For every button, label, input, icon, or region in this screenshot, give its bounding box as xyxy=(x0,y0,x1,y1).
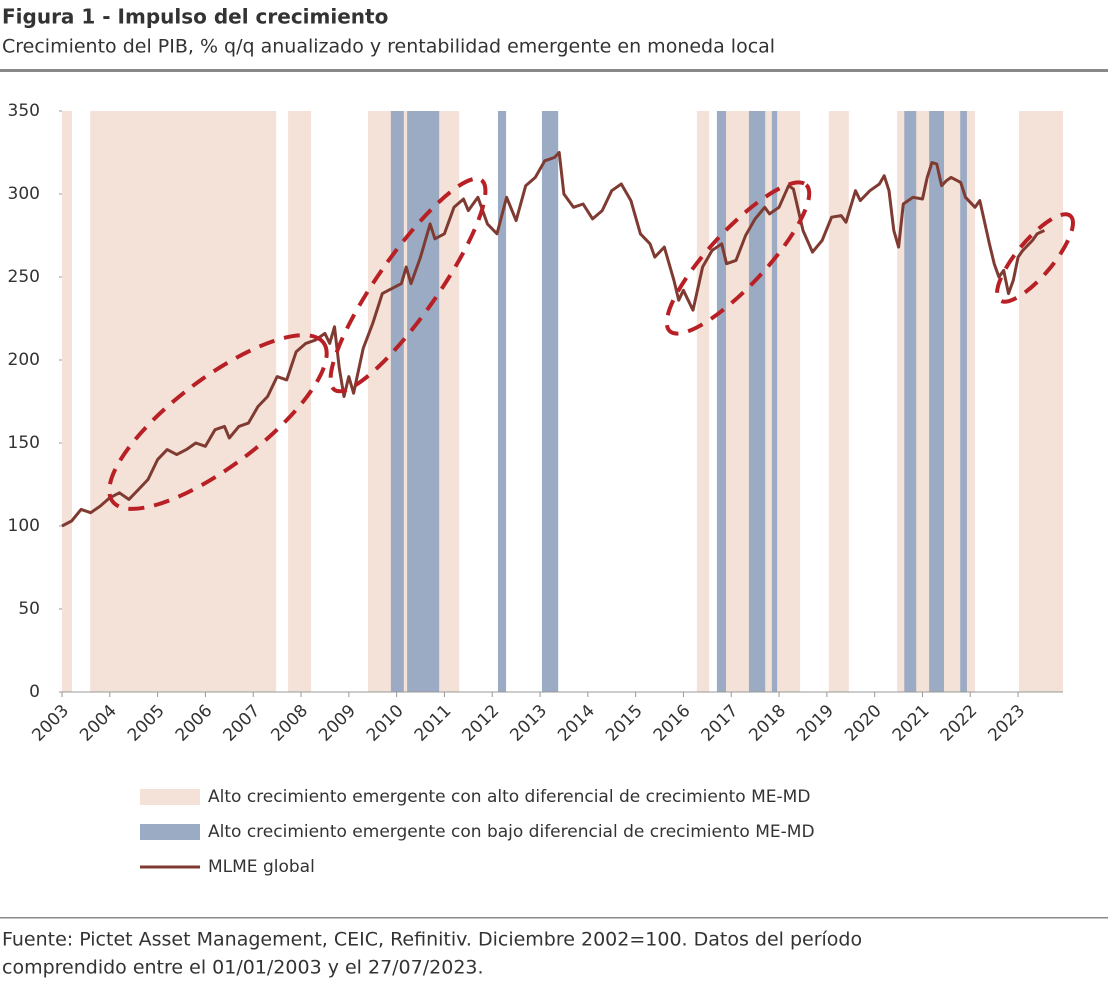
y-tick-label: 200 xyxy=(8,350,40,370)
x-tick-label: 2003 xyxy=(28,701,73,746)
x-tick-label: 2007 xyxy=(220,701,265,746)
annotation-ellipse xyxy=(107,333,329,511)
legend-swatch xyxy=(140,824,200,840)
chart-title: Figura 1 - Impulso del crecimiento xyxy=(2,5,388,29)
footer: comprendido entre el 01/01/2003 y el 27/… xyxy=(2,957,484,979)
region xyxy=(748,111,766,692)
x-tick-label: 2020 xyxy=(841,701,886,746)
x-tick-label: 2005 xyxy=(124,701,169,746)
region xyxy=(771,111,778,692)
x-tick-label: 2017 xyxy=(698,701,743,746)
header-rule xyxy=(0,69,1108,72)
x-tick-label: 2014 xyxy=(554,701,599,746)
x-tick-label: 2015 xyxy=(602,701,647,746)
annotation-ellipse xyxy=(328,176,488,394)
chart-subtitle: Crecimiento del PIB, % q/q anualizado y … xyxy=(2,36,775,58)
x-tick-label: 2022 xyxy=(937,701,982,746)
region xyxy=(904,111,917,692)
region xyxy=(90,111,277,692)
annotation-ellipse xyxy=(664,180,812,336)
footer-rule xyxy=(0,917,1108,919)
x-tick-label: 2010 xyxy=(363,701,408,746)
x-tick-label: 2012 xyxy=(459,701,504,746)
region xyxy=(828,111,849,692)
annotations xyxy=(107,176,1075,511)
x-tick-label: 2006 xyxy=(172,701,217,746)
legend-swatch xyxy=(140,789,200,805)
x-tick-label: 2018 xyxy=(745,701,790,746)
y-tick-label: 150 xyxy=(8,433,40,453)
legend-label: Alto crecimiento emergente con bajo dife… xyxy=(208,822,815,842)
x-tick-label: 2008 xyxy=(267,701,312,746)
region xyxy=(696,111,710,692)
x-tick-label: 2016 xyxy=(650,701,695,746)
y-tick-label: 50 xyxy=(18,599,40,619)
line-series xyxy=(61,151,1046,528)
y-tick-label: 350 xyxy=(8,101,40,121)
region xyxy=(497,111,507,692)
x-tick-label: 2021 xyxy=(889,701,934,746)
region xyxy=(390,111,404,692)
annotation-ellipse xyxy=(995,212,1075,304)
region xyxy=(960,111,967,692)
y-tick-label: 100 xyxy=(8,516,40,536)
region xyxy=(929,111,944,692)
x-tick-label: 2019 xyxy=(793,701,838,746)
region xyxy=(407,111,440,692)
region xyxy=(1019,111,1063,692)
region xyxy=(541,111,559,692)
y-tick-label: 0 xyxy=(29,682,40,702)
x-tick-label: 2009 xyxy=(315,701,360,746)
footer: Fuente: Pictet Asset Management, CEIC, R… xyxy=(2,929,862,951)
y-tick-label: 300 xyxy=(8,184,40,204)
x-tick-label: 2013 xyxy=(506,701,551,746)
region xyxy=(288,111,312,692)
x-tick-label: 2011 xyxy=(411,701,456,746)
x-tick-label: 2023 xyxy=(984,701,1029,746)
region xyxy=(62,111,73,692)
legend-label: MLME global xyxy=(208,857,315,877)
y-tick-label: 250 xyxy=(8,267,40,287)
region xyxy=(716,111,726,692)
legend-label: Alto crecimiento emergente con alto dife… xyxy=(208,787,810,807)
x-tick-label: 2004 xyxy=(76,701,121,746)
